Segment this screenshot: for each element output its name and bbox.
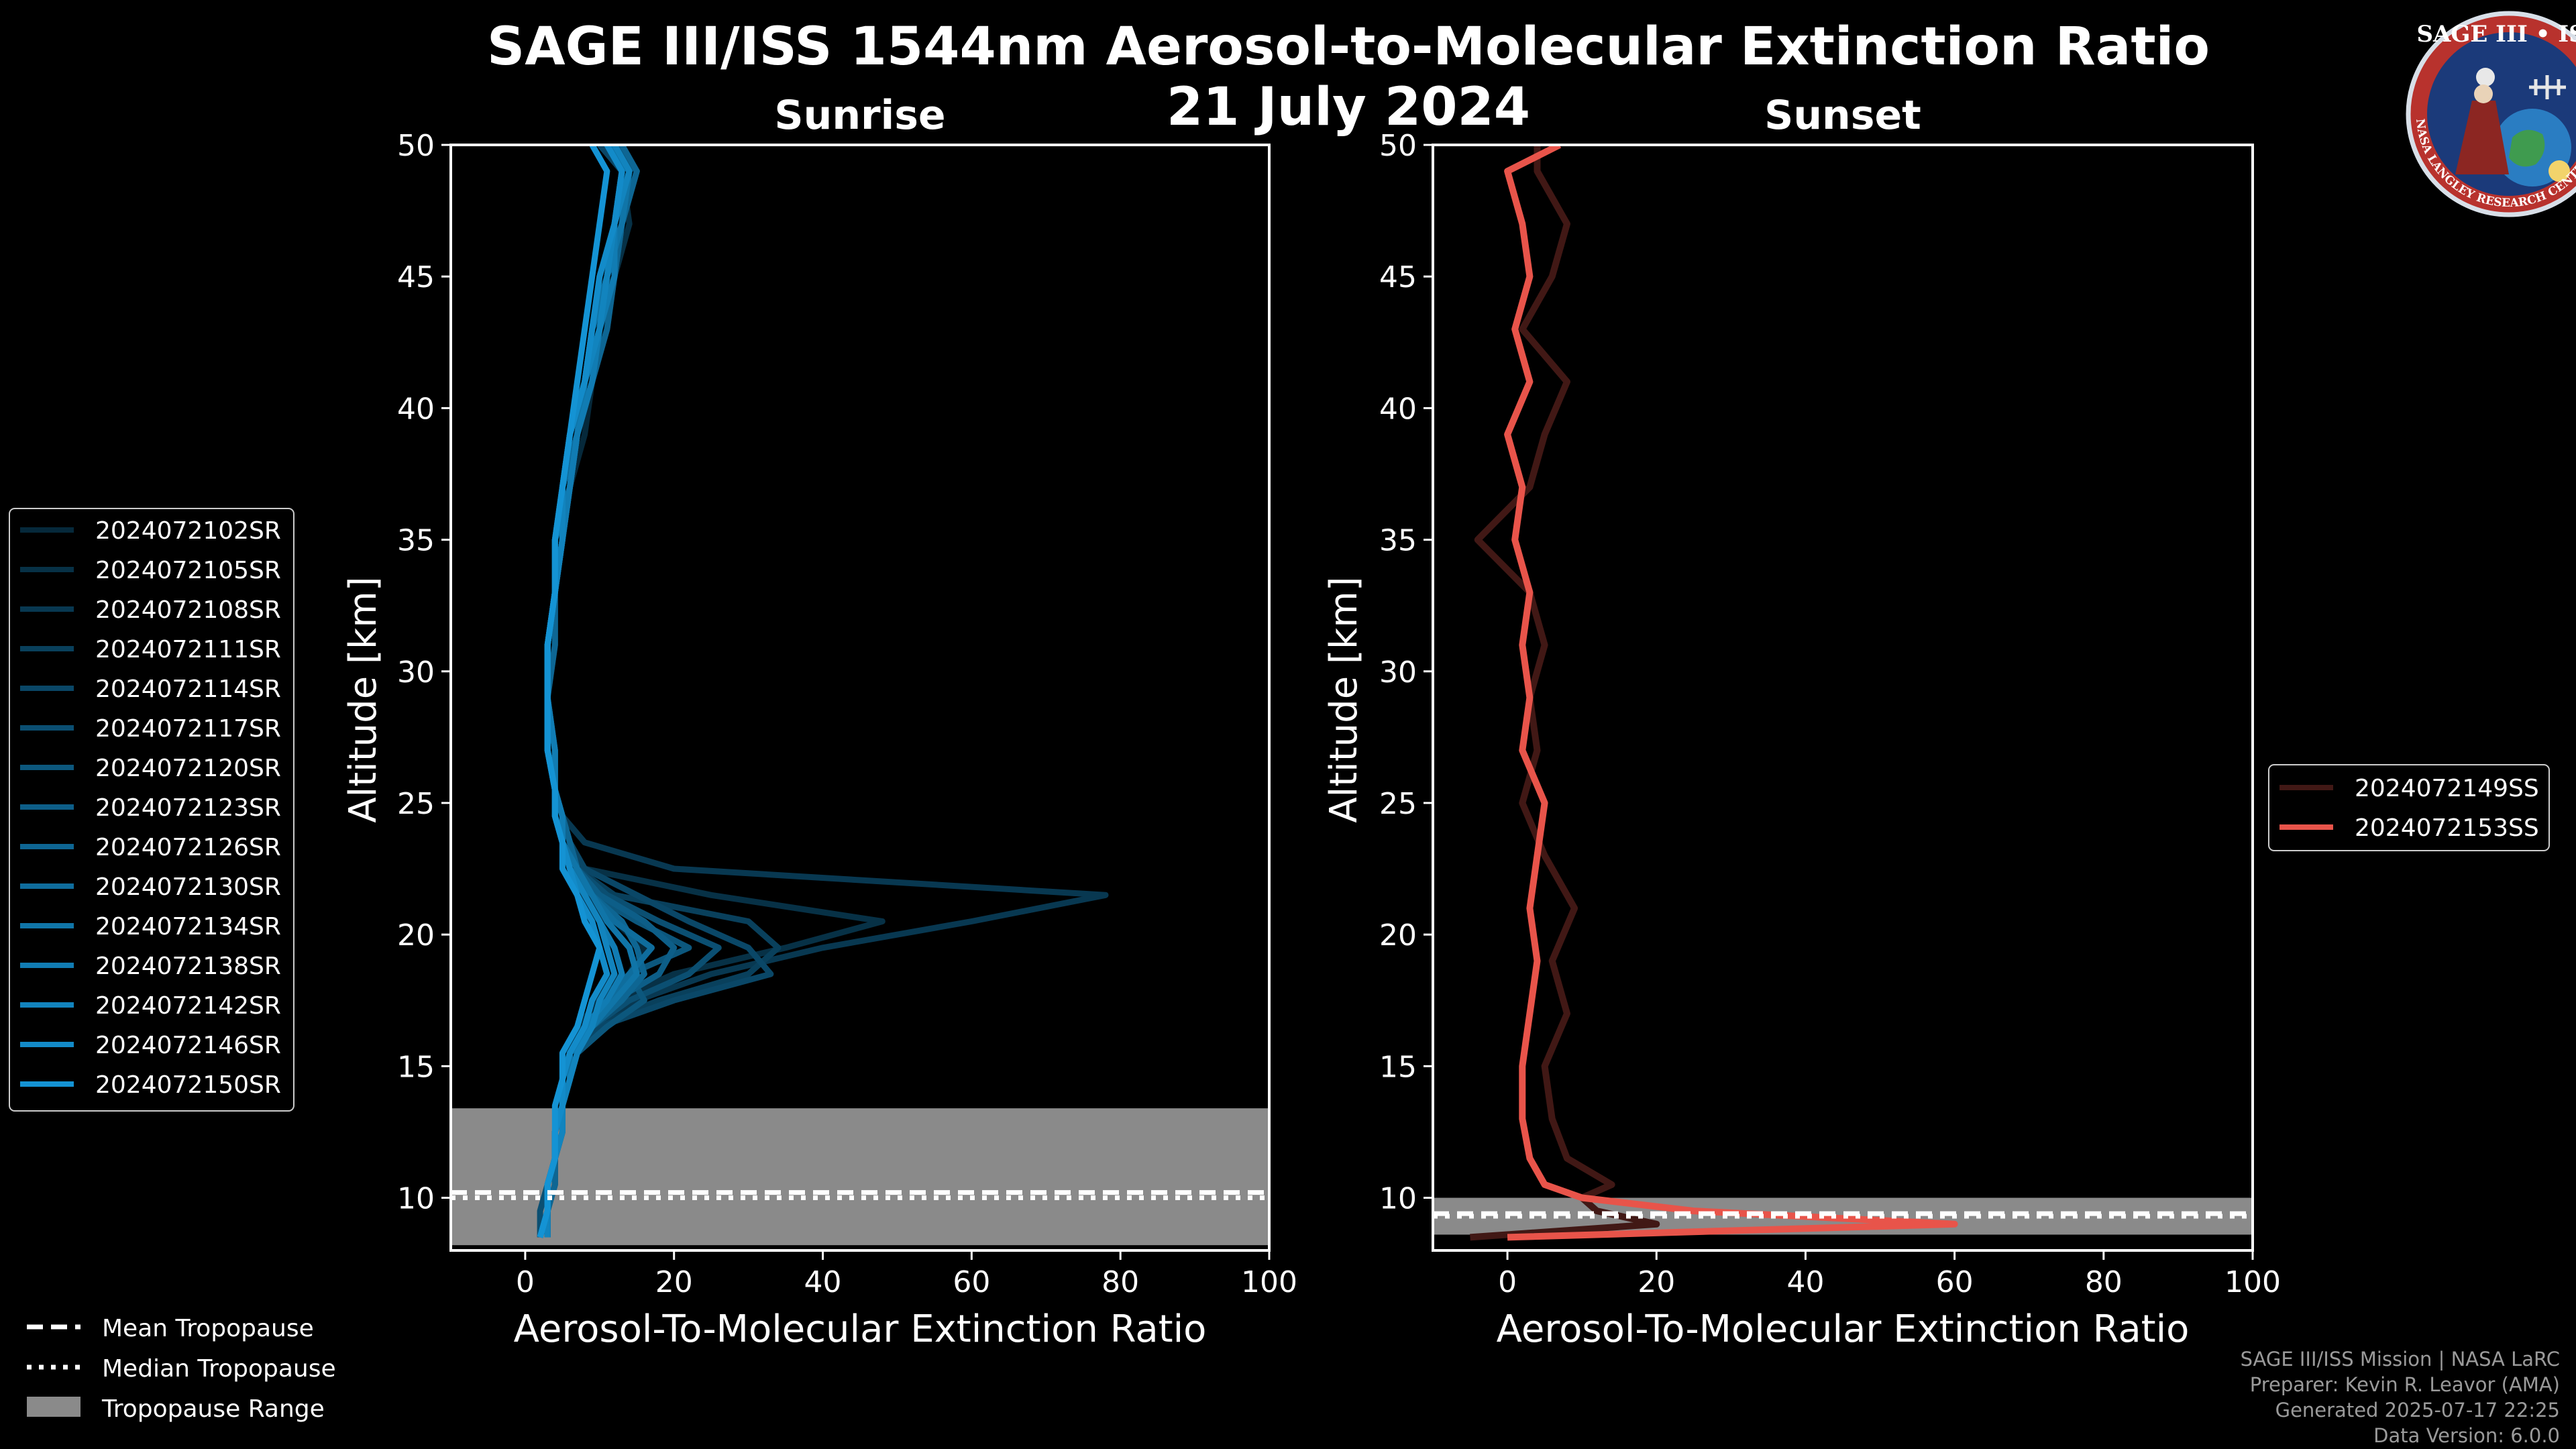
sunrise-y-tick-label-50: 50 [397,129,435,163]
footer-line-2: Preparer: Kevin R. Leavor (AMA) [2250,1373,2560,1396]
sunset-x-tick-label-40: 40 [1786,1265,1824,1299]
footer-line-3: Generated 2025-07-17 22:25 [2275,1399,2560,1421]
astronomer-head-icon [2474,85,2493,103]
sunrise-x-tick-label-40: 40 [804,1265,842,1299]
sunrise-series-2024072150SR [537,145,610,1238]
sunrise-legend-frame [9,508,294,1112]
sunrise-legend-label-2024072134SR: 2024072134SR [95,913,281,941]
sunrise-plot-frame [449,144,1271,1252]
sunrise-y-tick-label-40: 40 [397,392,435,426]
sunset-plot-frame [1432,144,2254,1252]
sunset-x-axis-label: Aerosol-To-Molecular Extinction Ratio [1497,1307,2190,1351]
sunrise-legend-label-2024072105SR: 2024072105SR [95,557,281,584]
sunrise-legend-label-2024072102SR: 2024072102SR [95,517,281,545]
sunrise-series-2024072108SR [544,145,1109,1238]
sunset-y-tick-label-15: 15 [1379,1050,1417,1084]
sunset-legend-label-2024072153SS: 2024072153SS [2355,814,2539,842]
sunrise-legend-label-2024072150SR: 2024072150SR [95,1071,281,1099]
sunrise-legend-label-2024072146SR: 2024072146SR [95,1032,281,1059]
iss-station-icon [2529,75,2566,99]
sunrise-tropopause-range-band [451,1108,1269,1246]
sunrise-x-tick-label-0: 0 [516,1265,535,1299]
figure-date: 21 July 2024 [1167,77,1530,138]
sunrise-legend-label-2024072126SR: 2024072126SR [95,834,281,861]
sunrise-x-tick-label-20: 20 [655,1265,693,1299]
sunset-y-tick-label-40: 40 [1379,392,1417,426]
sunrise-y-tick-label-35: 35 [397,524,435,558]
sunrise-legend-label-2024072117SR: 2024072117SR [95,715,281,743]
sunset-x-tick-label-100: 100 [2224,1265,2281,1299]
tropopause-range-swatch [27,1397,80,1417]
sunset-y-tick-label-25: 25 [1379,787,1417,821]
sun-icon [2548,160,2570,182]
sunset-y-tick-label-45: 45 [1379,260,1417,294]
tropopause-range-label: Tropopause Range [101,1395,325,1423]
sunrise-panel-title: Sunrise [774,92,945,139]
footer-credits: SAGE III/ISS Mission | NASA LaRC Prepare… [2241,1348,2560,1447]
sunset-x-tick-label-80: 80 [2085,1265,2123,1299]
sunrise-y-tick-label-25: 25 [397,787,435,821]
sunset-series-2024072149SS [1470,145,1660,1241]
sunset-legend: 2024072149SS 2024072153SS [2268,764,2550,851]
sunrise-x-tick-label-100: 100 [1241,1265,1297,1299]
sunset-y-tick-label-20: 20 [1379,918,1417,953]
sunset-panel-title: Sunset [1764,92,1921,139]
sunrise-series-2024072114SR [544,145,774,1238]
logo-name-text: SAGE III • ISS [2416,21,2576,48]
sunrise-legend-label-2024072142SR: 2024072142SR [95,992,281,1020]
sunset-legend-label-2024072149SS: 2024072149SS [2355,775,2539,802]
footer-line-4: Data Version: 6.0.0 [2373,1424,2560,1447]
sunset-series-2024072153SS [1504,145,1958,1241]
continent-icon [2509,129,2545,167]
sunset-legend-frame [2268,764,2550,851]
sunset-x-tick-label-60: 60 [1936,1265,1974,1299]
sunset-y-tick-label-35: 35 [1379,524,1417,558]
sunrise-x-tick-label-60: 60 [953,1265,990,1299]
sunset-y-tick-label-50: 50 [1379,129,1417,163]
sunrise-panel: Sunrise Altitude [km] Aerosol-To-Molecul… [341,92,1297,1351]
sunrise-x-axis-label: Aerosol-To-Molecular Extinction Ratio [514,1307,1207,1351]
sunset-panel: Sunset Altitude [km] Aerosol-To-Molecula… [1322,92,2281,1351]
sunrise-x-tick-label-80: 80 [1102,1265,1139,1299]
sunrise-series-2024072105SR [537,145,885,1238]
sunrise-y-tick-label-15: 15 [397,1050,435,1084]
sunrise-legend-label-2024072138SR: 2024072138SR [95,953,281,980]
sunset-y-tick-label-10: 10 [1379,1182,1417,1216]
sunrise-legend-label-2024072130SR: 2024072130SR [95,873,281,901]
sunset-x-tick-label-0: 0 [1498,1265,1517,1299]
sunrise-legend-label-2024072108SR: 2024072108SR [95,596,281,624]
sunset-y-tick-label-30: 30 [1379,655,1417,690]
moon-icon [2476,68,2495,87]
mean-tropopause-label: Mean Tropopause [102,1315,314,1342]
sunset-y-axis-label: Altitude [km] [1322,576,1366,822]
sunrise-legend-label-2024072111SR: 2024072111SR [95,636,281,663]
sunrise-series-2024072111SR [537,145,782,1238]
sunrise-y-tick-label-45: 45 [397,260,435,294]
sunrise-y-tick-label-10: 10 [397,1182,435,1216]
figure-title: SAGE III/ISS 1544nm Aerosol-to-Molecular… [487,17,2210,77]
sunset-x-tick-label-20: 20 [1638,1265,1675,1299]
sunrise-legend-label-2024072123SR: 2024072123SR [95,794,281,822]
tropopause-legend: Mean Tropopause Median Tropopause Tropop… [27,1315,336,1423]
astronomer-figure-icon [2455,101,2509,174]
footer-line-1: SAGE III/ISS Mission | NASA LaRC [2241,1348,2560,1371]
sunrise-y-axis-label: Altitude [km] [341,576,385,822]
sunrise-legend-label-2024072120SR: 2024072120SR [95,755,281,782]
sunrise-y-tick-label-30: 30 [397,655,435,690]
sunrise-legend-label-2024072114SR: 2024072114SR [95,676,281,703]
median-tropopause-label: Median Tropopause [102,1355,336,1383]
sunrise-y-tick-label-20: 20 [397,918,435,953]
sunrise-legend: 2024072102SR 2024072105SR 2024072108SR 2024… [9,508,294,1112]
